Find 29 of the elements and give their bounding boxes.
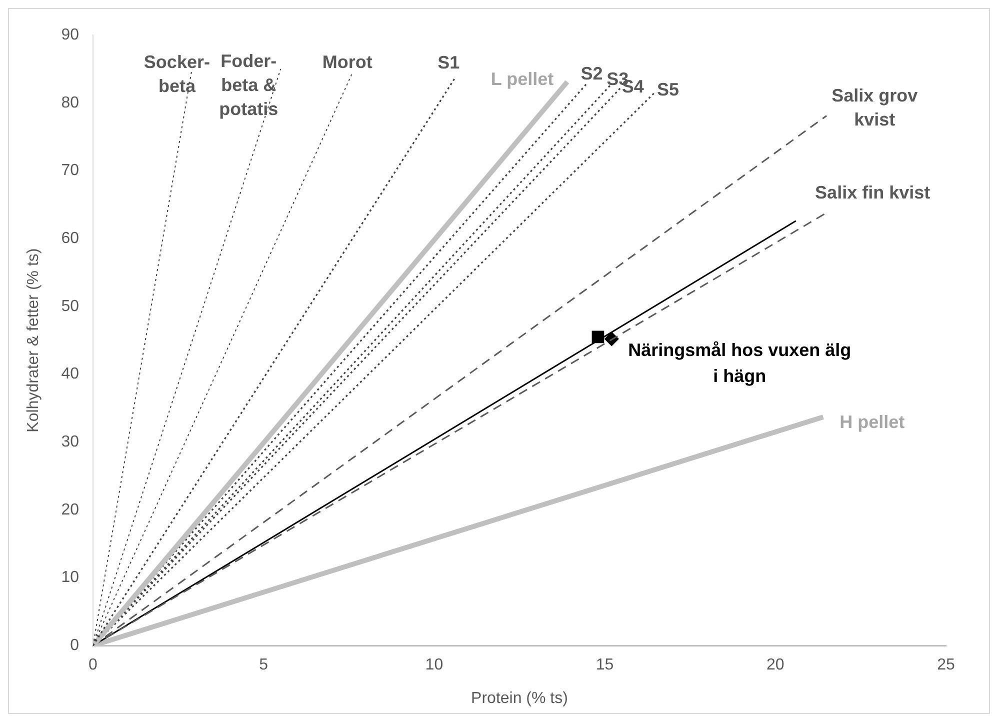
- y-tick-label: 0: [70, 637, 80, 654]
- y-tick-label: 10: [61, 569, 80, 586]
- y-tick-label: 60: [61, 230, 80, 247]
- series-label: S5: [656, 79, 679, 100]
- x-tick-label: 20: [766, 656, 784, 674]
- y-tick-label: 70: [61, 162, 80, 180]
- x-tick-label: 15: [596, 656, 614, 674]
- x-tick-label: 0: [88, 656, 98, 674]
- series-label: Salix grov kvist: [832, 86, 918, 130]
- y-tick-label: 80: [61, 94, 80, 112]
- y-axis-title: Kolhydrater & fetter (% ts): [25, 248, 42, 432]
- y-tick-label: 30: [61, 433, 80, 450]
- series-label: S2: [580, 63, 603, 84]
- series-label: Morot: [322, 52, 372, 72]
- x-axis-title: Protein (% ts): [471, 690, 568, 707]
- series-label: Foder-beta & potatis: [219, 50, 278, 119]
- y-tick-label: 50: [61, 298, 80, 315]
- x-tick-label: 10: [425, 656, 444, 674]
- y-tick-label: 90: [61, 26, 80, 44]
- y-tick-label: 20: [61, 501, 80, 518]
- annotation: Näringsmål hos vuxen älg i hägn: [628, 340, 852, 386]
- series-label: H pellet: [840, 412, 905, 432]
- series-label: S1: [438, 52, 460, 72]
- series-label: L pellet: [490, 68, 554, 89]
- series-label: Salix fin kvist: [815, 182, 930, 203]
- x-tick-label: 25: [937, 656, 955, 674]
- y-tick-label: 40: [61, 366, 80, 383]
- x-tick-label: 5: [259, 656, 268, 674]
- series-label: Socker-beta: [144, 52, 210, 96]
